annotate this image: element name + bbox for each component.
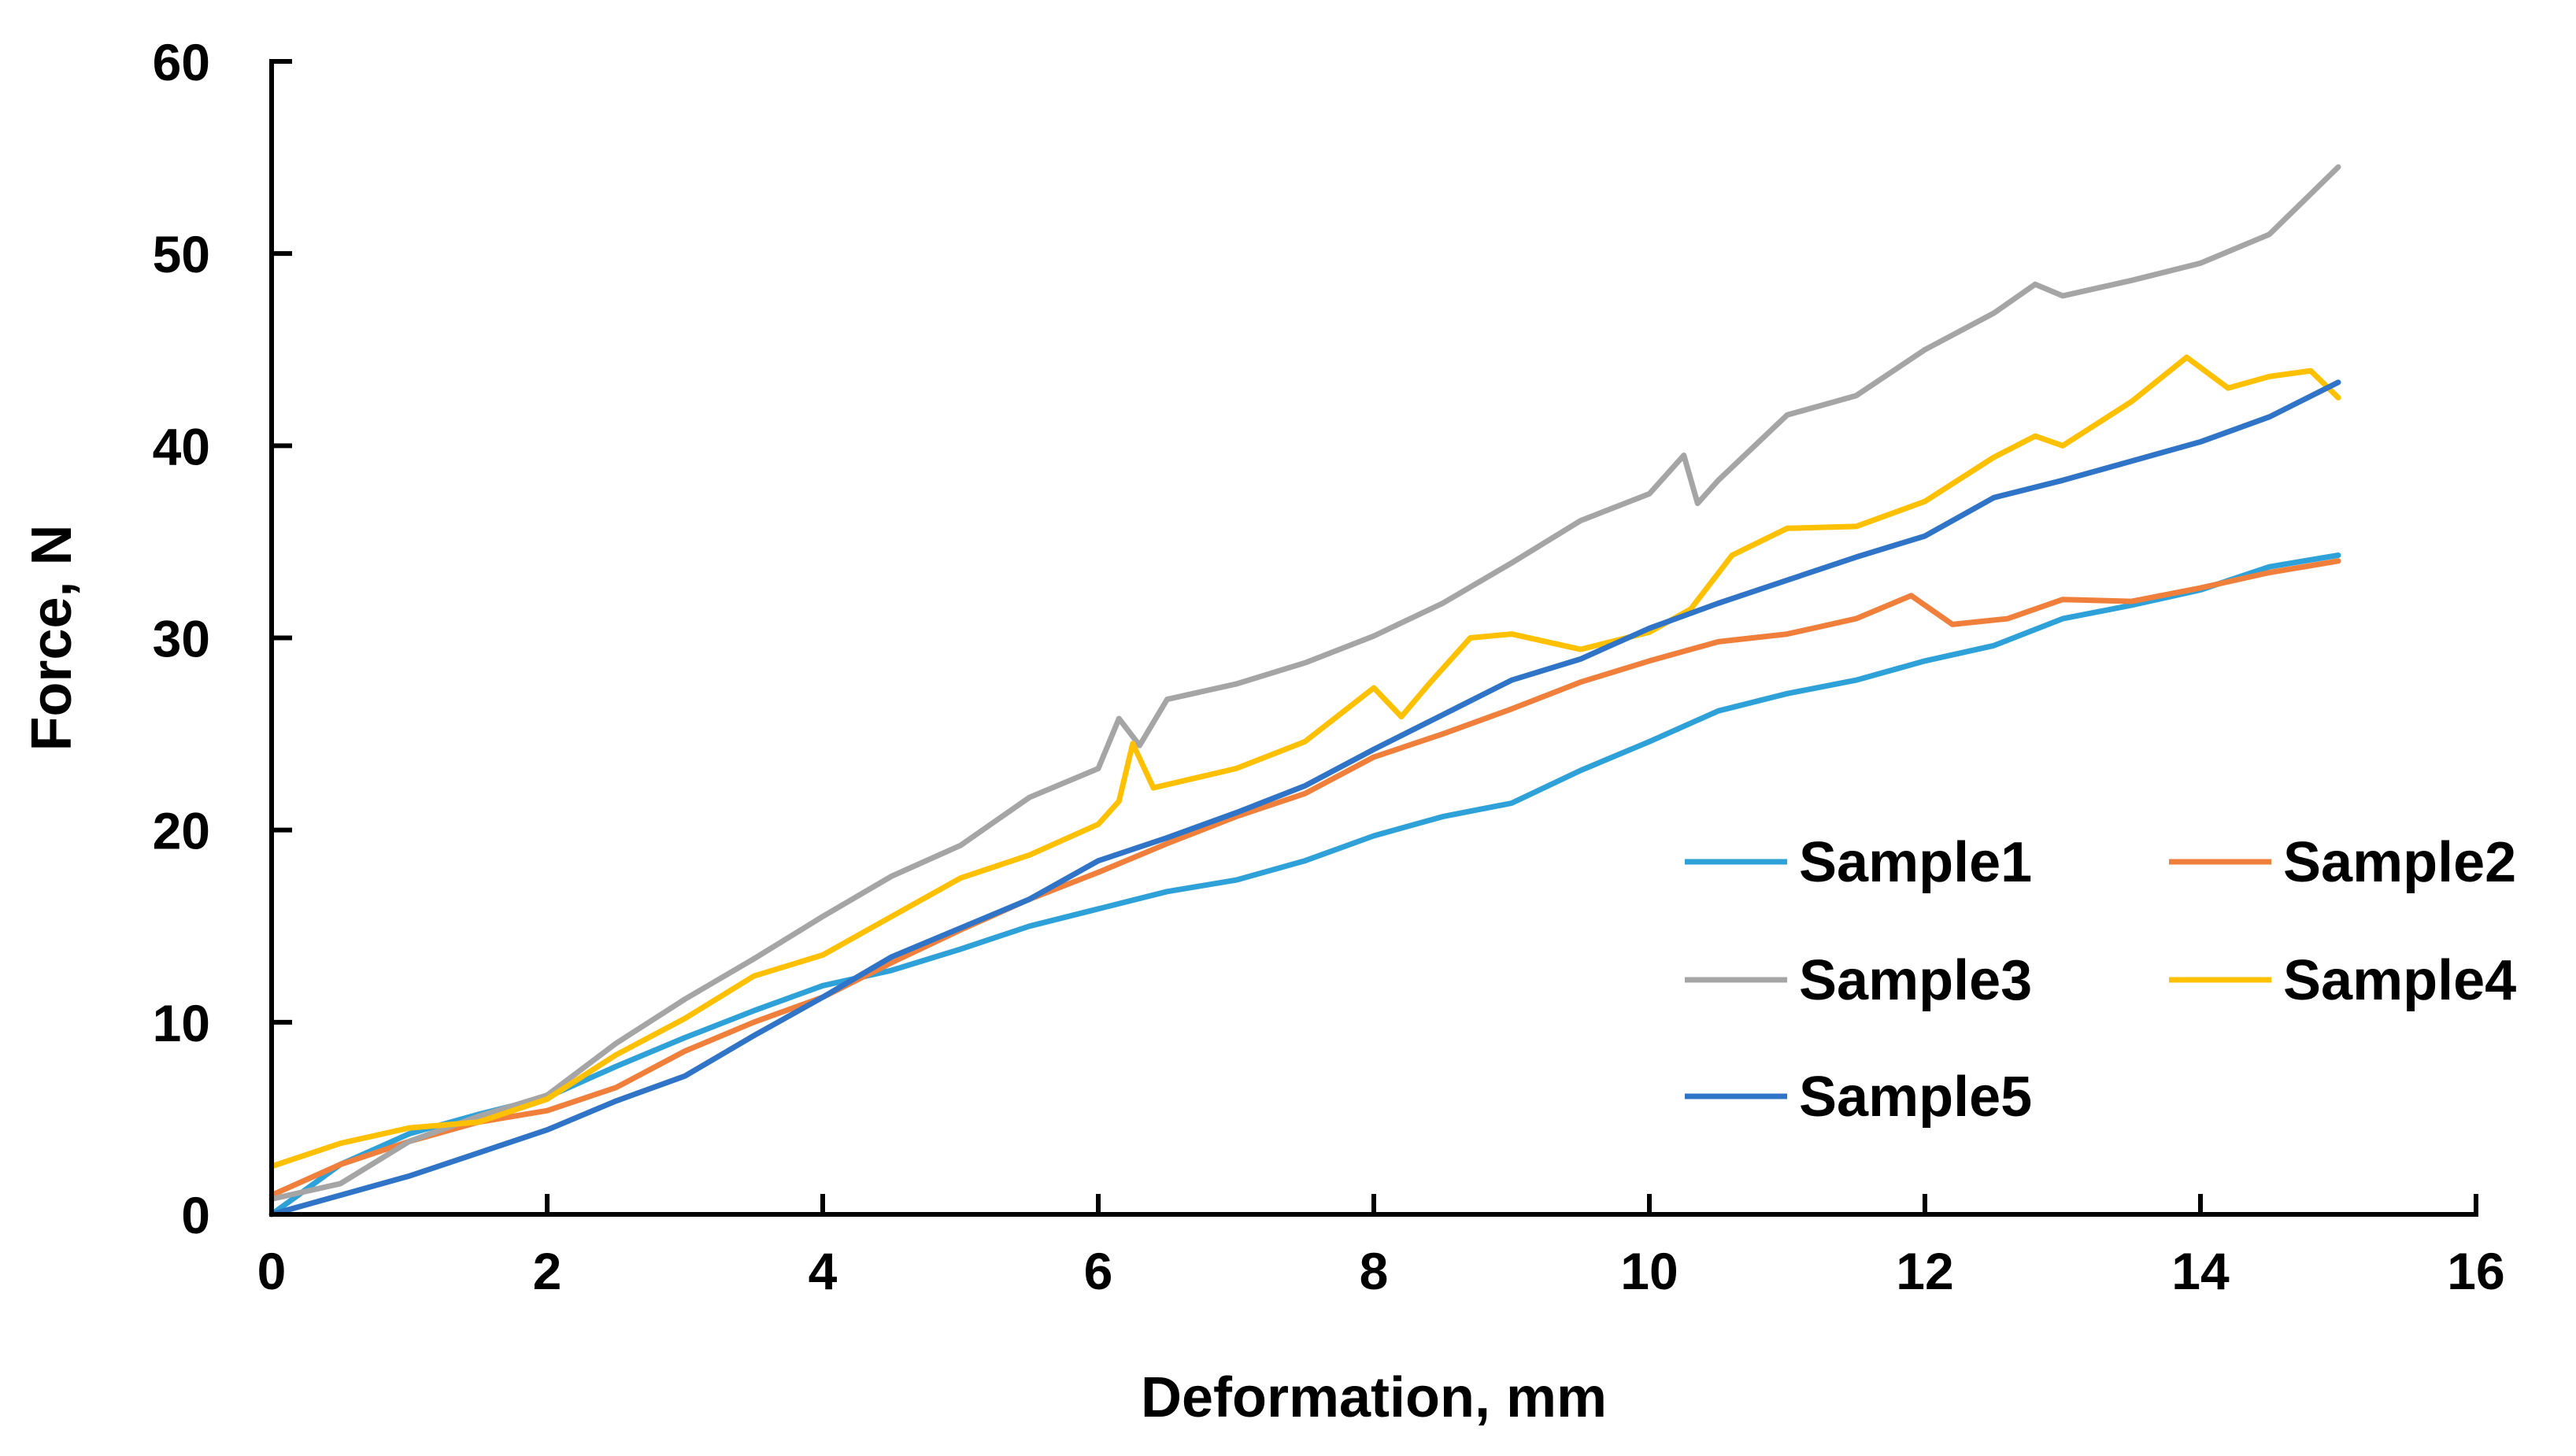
y-tick-label: 30 xyxy=(153,610,210,668)
x-tick-label: 2 xyxy=(533,1242,562,1300)
x-tick-label: 8 xyxy=(1360,1242,1389,1300)
legend-label-sample4: Sample4 xyxy=(2283,949,2516,1012)
legend-label-sample3: Sample3 xyxy=(1799,949,2032,1012)
x-tick-label: 0 xyxy=(257,1242,287,1300)
x-tick-label: 4 xyxy=(809,1242,838,1300)
x-tick-label: 6 xyxy=(1084,1242,1113,1300)
y-tick-label: 0 xyxy=(181,1186,210,1244)
legend: Sample1 Sample2 Sample3 Sample4 Sample5 xyxy=(1685,831,2516,1129)
series-layer xyxy=(268,164,2341,1218)
legend-label-sample1: Sample1 xyxy=(1799,831,2032,894)
legend-label-sample2: Sample2 xyxy=(2283,831,2516,894)
legend-label-sample5: Sample5 xyxy=(1799,1066,2032,1129)
series-line-sample5 xyxy=(268,379,2341,1218)
series-line-sample4 xyxy=(268,354,2341,1170)
y-tick-label: 50 xyxy=(153,225,210,283)
y-tick-label: 10 xyxy=(153,994,210,1052)
series-line-sample1 xyxy=(268,552,2341,1218)
y-tick-label: 60 xyxy=(153,33,210,91)
y-tick-label: 40 xyxy=(153,417,210,475)
x-tick-label: 14 xyxy=(2171,1242,2230,1300)
series-line-sample3 xyxy=(268,164,2341,1202)
y-axis-title: Force, N xyxy=(20,524,83,751)
ticks-layer: 0 2 4 6 8 10 12 14 16 0 10 20 30 40 50 60 xyxy=(153,33,2505,1300)
x-tick-label: 12 xyxy=(1896,1242,1953,1300)
x-tick-label: 10 xyxy=(1620,1242,1678,1300)
x-tick-label: 16 xyxy=(2447,1242,2504,1300)
y-tick-label: 20 xyxy=(153,802,210,860)
x-axis-title: Deformation, mm xyxy=(1141,1366,1607,1429)
series-line-sample2 xyxy=(268,558,2341,1199)
